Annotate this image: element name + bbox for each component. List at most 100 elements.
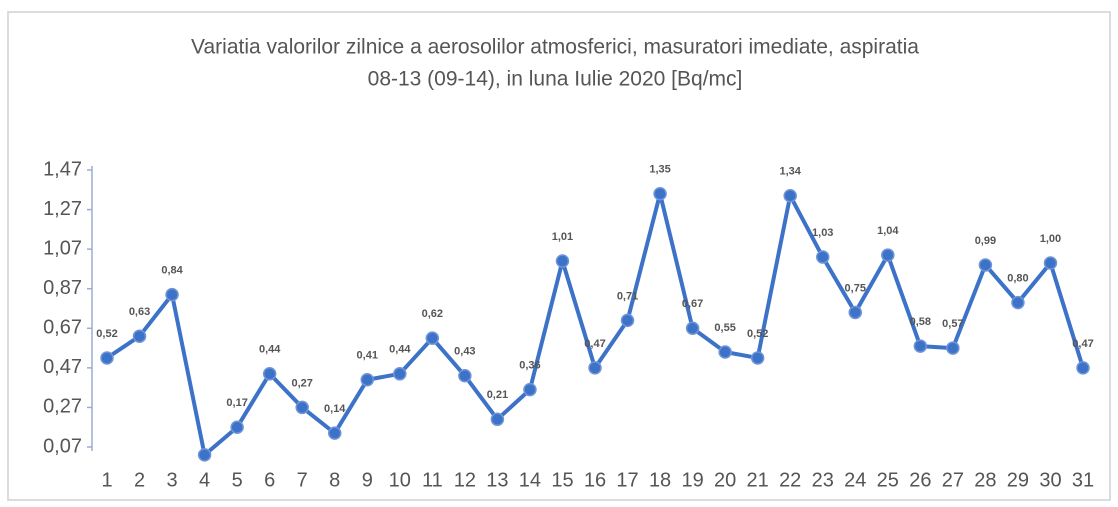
data-point — [458, 369, 472, 383]
data-point — [815, 250, 830, 264]
data-label: 1,34 — [779, 166, 801, 178]
x-tick-label: 12 — [454, 469, 476, 491]
data-label: 0,84 — [161, 265, 183, 277]
x-tick-label: 7 — [297, 469, 308, 491]
x-tick-label: 21 — [747, 469, 769, 491]
data-point — [555, 254, 570, 268]
x-tick-label: 10 — [389, 469, 411, 491]
chart-title: Variatia valorilor zilnice a aerosolilor… — [191, 36, 919, 59]
y-tick-label: 1,47 — [43, 158, 82, 180]
data-label: 0,27 — [291, 377, 312, 389]
data-point — [490, 412, 505, 427]
x-tick-label: 3 — [167, 469, 178, 491]
data-point — [100, 351, 114, 365]
data-point — [230, 420, 244, 434]
data-point — [165, 287, 179, 302]
y-tick-label: 1,27 — [43, 198, 82, 220]
data-label: 0,47 — [1072, 338, 1093, 350]
data-point — [978, 258, 993, 272]
x-tick-label: 30 — [1039, 469, 1061, 491]
data-label: 0,17 — [226, 397, 247, 409]
data-point — [360, 372, 375, 387]
data-label: 0,63 — [129, 306, 150, 318]
data-point — [718, 345, 732, 359]
x-tick-label: 29 — [1007, 469, 1029, 491]
data-label: 0,58 — [910, 316, 931, 328]
data-label: 0,47 — [584, 338, 605, 350]
x-tick-label: 14 — [519, 469, 541, 491]
data-point — [1076, 361, 1090, 375]
data-point — [523, 382, 537, 397]
y-tick-label: 0,07 — [43, 435, 82, 457]
data-point — [653, 186, 667, 201]
x-tick-label: 1 — [101, 469, 112, 491]
x-tick-label: 28 — [974, 469, 996, 491]
data-point — [295, 400, 309, 415]
data-label: 0,44 — [389, 344, 411, 356]
data-label: 0,43 — [454, 346, 475, 358]
y-tick-label: 0,87 — [43, 277, 82, 299]
data-point — [393, 367, 407, 381]
x-tick-label: 18 — [649, 469, 671, 491]
data-point — [1043, 256, 1058, 270]
data-label: 0,80 — [1007, 272, 1028, 284]
x-tick-label: 6 — [264, 469, 275, 491]
data-point — [262, 367, 277, 381]
x-tick-label: 4 — [199, 469, 210, 491]
data-label: 0,21 — [487, 389, 508, 401]
data-label: 1,35 — [649, 164, 670, 176]
x-tick-label: 2 — [134, 469, 145, 491]
data-point — [848, 305, 863, 320]
x-tick-label: 16 — [584, 469, 606, 491]
data-point — [946, 341, 960, 355]
data-point — [197, 448, 212, 462]
x-tick-label: 17 — [616, 469, 638, 491]
x-tick-label: 8 — [329, 469, 340, 491]
y-tick-label: 0,27 — [43, 396, 82, 418]
data-point — [750, 351, 765, 365]
x-tick-label: 11 — [422, 469, 443, 491]
x-tick-label: 31 — [1072, 469, 1094, 491]
data-label: 0,14 — [324, 403, 346, 415]
x-tick-label: 5 — [232, 469, 243, 491]
data-point — [881, 248, 895, 262]
data-label: 0,52 — [96, 328, 117, 340]
data-label: 0,75 — [845, 282, 866, 294]
data-point — [685, 321, 700, 336]
x-tick-label: 20 — [714, 469, 736, 491]
data-point — [132, 329, 147, 343]
x-tick-label: 22 — [779, 469, 801, 491]
chart-title: 08-13 (09-14), in luna Iulie 2020 [Bq/mc… — [368, 68, 743, 91]
data-label: 0,52 — [747, 328, 768, 340]
data-label: 0,41 — [357, 350, 378, 362]
x-tick-label: 26 — [909, 469, 931, 491]
x-tick-label: 25 — [877, 469, 899, 491]
data-point — [783, 188, 797, 203]
data-label: 0,57 — [942, 318, 963, 330]
data-point — [913, 339, 928, 353]
data-label: 0,71 — [617, 290, 638, 302]
data-point — [327, 426, 342, 440]
y-tick-label: 1,07 — [43, 237, 82, 259]
data-point — [588, 361, 602, 375]
x-tick-label: 15 — [551, 469, 573, 491]
data-point — [1011, 295, 1025, 310]
data-label: 0,99 — [975, 235, 996, 247]
data-label: 1,00 — [1040, 233, 1061, 245]
data-label: 0,55 — [714, 322, 735, 334]
x-tick-label: 19 — [681, 469, 703, 491]
data-point — [620, 313, 635, 328]
data-label: 0,44 — [259, 344, 281, 356]
x-tick-label: 27 — [942, 469, 964, 491]
x-tick-label: 23 — [812, 469, 834, 491]
x-tick-label: 13 — [486, 469, 508, 491]
data-label: 0,36 — [519, 360, 540, 372]
x-tick-label: 9 — [362, 469, 373, 491]
data-label: 1,03 — [812, 227, 833, 239]
y-tick-label: 0,67 — [43, 317, 82, 339]
data-point — [425, 331, 440, 345]
data-label: 0,67 — [682, 298, 703, 310]
data-label: 0,62 — [422, 308, 443, 320]
data-label: 1,04 — [877, 225, 899, 237]
